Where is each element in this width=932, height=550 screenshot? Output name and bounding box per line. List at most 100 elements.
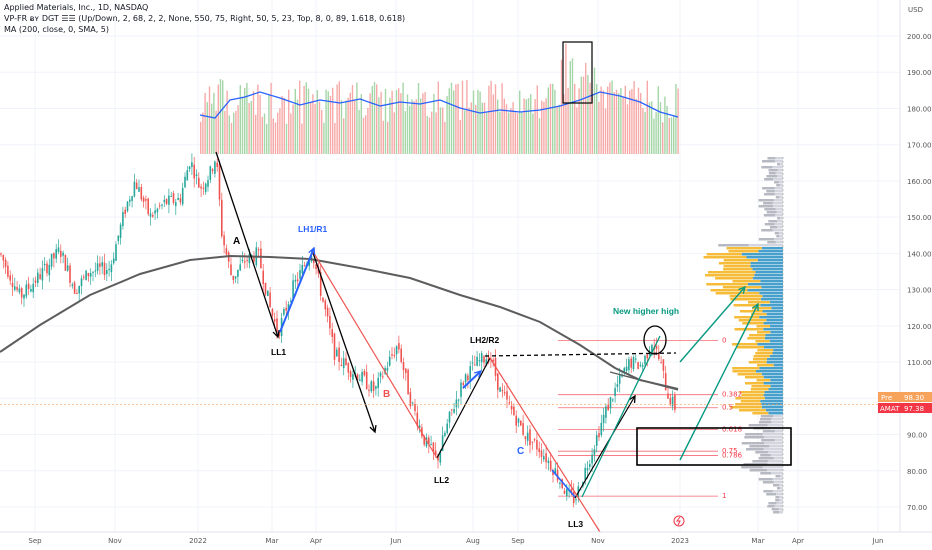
candle-body — [338, 347, 340, 362]
volume-bar — [316, 90, 318, 154]
candle-body — [625, 366, 628, 371]
volume-bar — [222, 80, 224, 154]
candle-body — [181, 187, 184, 205]
symbol-legend[interactable]: Applied Materials, Inc., 1D, NASDAQ — [4, 3, 149, 12]
vp-bar-up — [736, 346, 764, 349]
volume-bar — [582, 76, 585, 154]
candle-body — [48, 264, 51, 276]
volume-bar — [459, 120, 461, 154]
candle-body — [451, 409, 453, 411]
vp-bar-down — [763, 376, 783, 379]
candle-body — [168, 195, 170, 205]
candle-body — [115, 244, 117, 261]
vp-bar-down — [775, 214, 783, 217]
vp-bar-up — [741, 442, 765, 445]
volume-bar — [446, 96, 448, 154]
candle-body — [319, 272, 322, 296]
blue-leg-1 — [279, 247, 315, 333]
volume-bar — [545, 98, 547, 154]
volume-bar — [576, 107, 578, 154]
vp-bar-up — [726, 247, 762, 250]
volume-bar — [486, 112, 488, 154]
candle-body — [292, 280, 294, 299]
candle-body — [177, 197, 179, 200]
candle-body — [329, 315, 331, 329]
vp-bar-up — [756, 325, 770, 328]
candle-body — [250, 255, 253, 257]
candle-body — [78, 285, 80, 294]
vp-bar-down — [774, 193, 783, 196]
candle-body — [64, 255, 67, 271]
candle-body — [572, 492, 575, 504]
vp-bar-down — [768, 412, 783, 415]
vp-bar-up — [739, 310, 763, 313]
vp-bar-down — [774, 160, 783, 163]
vp-bar-down — [760, 400, 783, 403]
vp-bar-up — [730, 406, 762, 409]
vp-bar-down — [766, 319, 783, 322]
candle-body — [425, 437, 428, 447]
candle-body — [287, 304, 290, 312]
vp-bar-up — [760, 454, 771, 457]
label-ll3: LL3 — [568, 519, 583, 529]
vp-bar-down — [773, 364, 783, 367]
candle-body — [499, 387, 501, 392]
candle-body — [7, 265, 9, 277]
candle-body — [664, 373, 667, 391]
volume-bar — [450, 82, 453, 154]
vp-bar-up — [758, 478, 773, 481]
vp-bar-up — [749, 469, 767, 472]
candle-body — [18, 288, 21, 293]
volume-bar — [512, 102, 514, 154]
volume-bar — [228, 115, 230, 154]
candle-body — [430, 444, 432, 446]
vp-bar-up — [768, 220, 778, 223]
volume-bar — [514, 112, 516, 154]
vp-bar-up — [735, 397, 765, 400]
vp-bar-up — [741, 394, 764, 397]
volume-bar — [622, 97, 624, 154]
candle-body — [30, 289, 32, 292]
ma-legend[interactable]: MA (200, close, 0, SMA, 5) — [4, 25, 110, 34]
vp-bar-down — [763, 322, 783, 325]
volume-bar — [510, 108, 512, 154]
wave-line-b — [311, 249, 376, 433]
candle-body — [628, 359, 630, 371]
candle-body — [536, 440, 538, 450]
vp-bar-down — [771, 421, 783, 424]
candle-body — [324, 300, 327, 310]
candle-body — [485, 359, 488, 367]
vp-bar-down — [752, 277, 783, 280]
vp-bar-down — [772, 352, 783, 355]
price-tick: 170.00 — [907, 142, 932, 150]
vp-bar-up — [729, 295, 763, 298]
volume-bar — [448, 88, 450, 154]
candle-body — [34, 280, 37, 283]
vp-bar-down — [779, 496, 783, 499]
volume-bar — [336, 84, 338, 154]
candle-body — [133, 181, 136, 197]
candle-body — [651, 344, 653, 355]
volume-bar — [318, 101, 321, 154]
vp-bar-down — [779, 484, 783, 487]
vp-bar-down — [773, 349, 783, 352]
volume-bar — [307, 88, 310, 154]
candle-body — [423, 435, 425, 445]
vp-bar-up — [740, 400, 761, 403]
candle-body — [388, 356, 391, 366]
volume-bar — [431, 111, 433, 154]
volume-bar — [648, 102, 651, 154]
candle-body — [667, 393, 669, 399]
vp-bar-down — [774, 430, 783, 433]
pre-value: 98.30 — [904, 394, 924, 402]
candle-body — [543, 456, 545, 460]
candle-body — [14, 286, 16, 290]
fib-label: 0.382 — [722, 391, 742, 399]
volume-bar — [349, 92, 351, 154]
vp-bar-up — [775, 499, 780, 502]
volume-bar — [587, 75, 589, 154]
vpfr-legend[interactable]: VP-FR ᴃʏ DGT ☰☰ (Up/Down, 2, 68, 2, 2, N… — [4, 14, 406, 23]
volume-bar — [492, 94, 494, 154]
vp-bar-up — [768, 502, 777, 505]
